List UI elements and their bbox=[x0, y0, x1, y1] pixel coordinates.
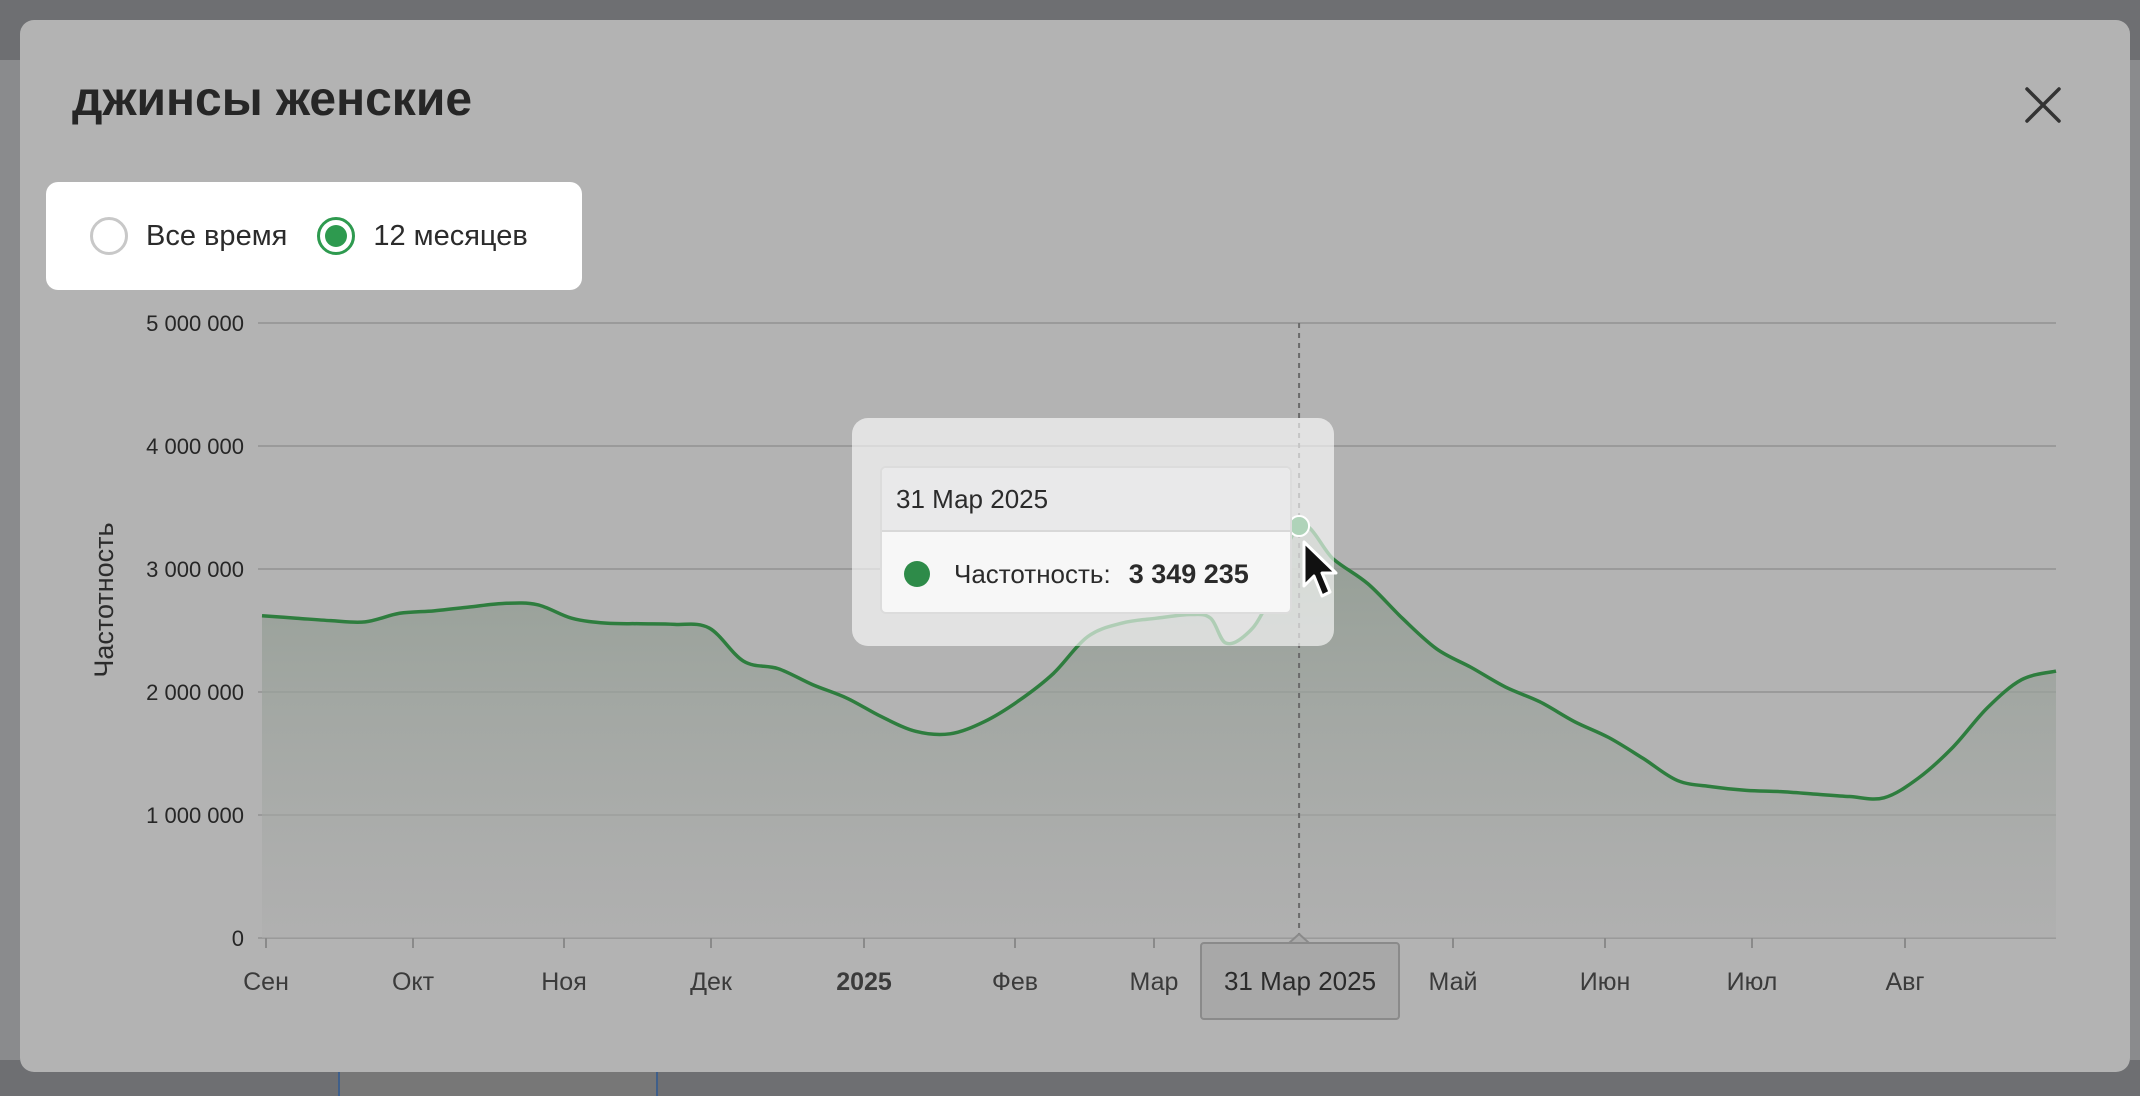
tooltip-series-label: Частотность: bbox=[954, 558, 1111, 589]
x-tick-label: 2025 bbox=[836, 968, 892, 996]
background-page-left bbox=[0, 60, 20, 1060]
y-axis-label: Частотность bbox=[89, 522, 119, 677]
x-tick-label: Авг bbox=[1885, 968, 1924, 996]
period-option-label: Все время bbox=[146, 219, 288, 252]
y-tick-label: 1 000 000 bbox=[146, 803, 244, 828]
x-tick-label: Май bbox=[1429, 968, 1478, 996]
series-marker-icon bbox=[904, 561, 930, 587]
x-tick-label: Ноя bbox=[541, 968, 587, 996]
x-tick-label: Окт bbox=[392, 968, 435, 996]
tooltip-value: 3 349 235 bbox=[1128, 558, 1249, 589]
background-page-right bbox=[2130, 60, 2140, 1060]
y-tick-label: 3 000 000 bbox=[146, 557, 244, 582]
tooltip-row: Частотность: 3 349 235 bbox=[882, 532, 1290, 612]
x-tick-label: Фев bbox=[992, 968, 1038, 996]
y-tick-label: 2 000 000 bbox=[146, 680, 244, 705]
x-tick-label: Сен bbox=[243, 968, 289, 996]
period-option-all-time[interactable]: Все время bbox=[90, 217, 287, 255]
close-button[interactable] bbox=[2014, 76, 2072, 134]
x-tick-label: Дек bbox=[690, 968, 733, 996]
radio-checked-icon[interactable] bbox=[317, 217, 356, 255]
y-tick-label: 0 bbox=[232, 926, 244, 951]
chart-tooltip: 31 Мар 2025 Частотность: 3 349 235 bbox=[880, 466, 1292, 614]
x-tick-label: Мар bbox=[1130, 968, 1179, 996]
y-tick-label: 4 000 000 bbox=[146, 434, 244, 459]
tooltip-date: 31 Мар 2025 bbox=[882, 468, 1290, 532]
period-option-12-months[interactable]: 12 месяцев bbox=[317, 217, 528, 255]
mouse-pointer-icon bbox=[1302, 540, 1338, 598]
crosshair-date-label: 31 Мар 2025 bbox=[1200, 942, 1400, 1020]
series-area bbox=[262, 524, 2056, 938]
radio-unchecked-icon[interactable] bbox=[90, 217, 128, 255]
modal-title: джинсы женские bbox=[72, 73, 473, 126]
close-icon bbox=[2025, 87, 2061, 123]
period-option-label: 12 месяцев bbox=[373, 219, 528, 252]
period-filter: Все время 12 месяцев bbox=[46, 182, 582, 290]
y-tick-label: 5 000 000 bbox=[146, 311, 244, 336]
x-tick-label: Июн bbox=[1580, 968, 1631, 996]
x-tick-label: Июл bbox=[1727, 968, 1778, 996]
